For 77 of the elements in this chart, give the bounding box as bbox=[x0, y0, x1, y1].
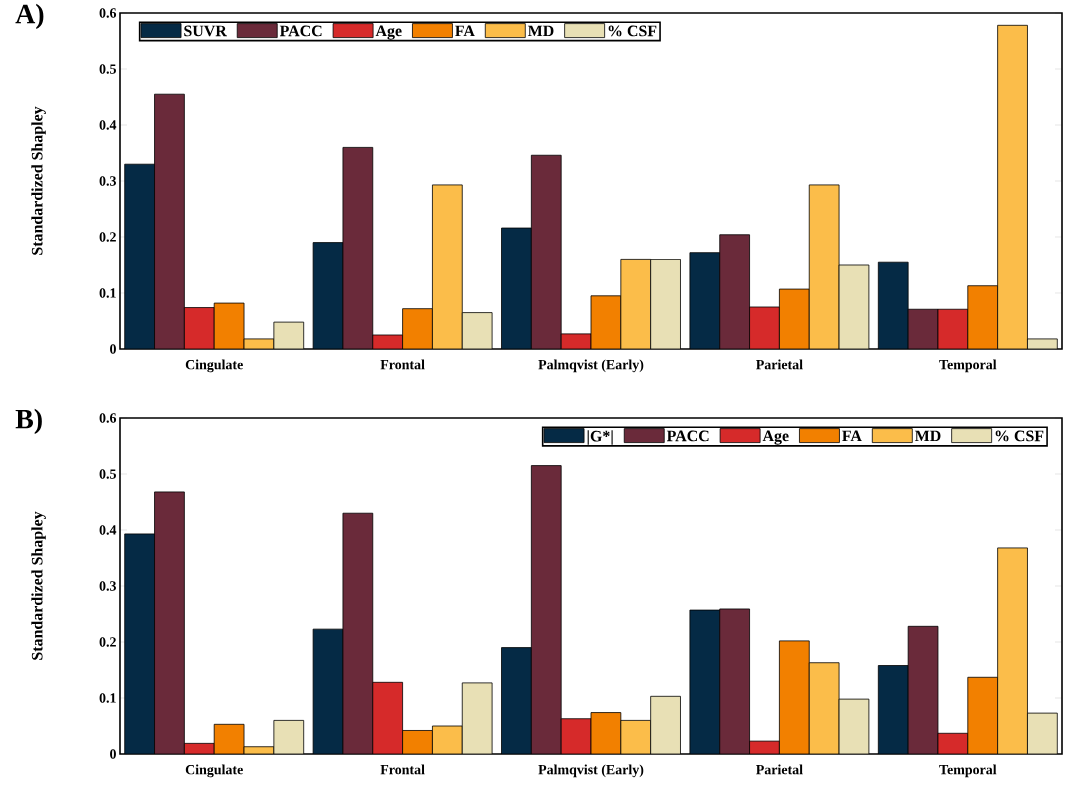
bar bbox=[779, 640, 810, 754]
chart-title: B) bbox=[15, 408, 42, 435]
bar bbox=[620, 720, 652, 754]
x-tick-label: Frontal bbox=[380, 764, 425, 775]
bar bbox=[620, 259, 651, 349]
bar bbox=[719, 234, 750, 349]
bar bbox=[689, 252, 721, 349]
bar bbox=[967, 676, 999, 754]
legend-label: % CSF bbox=[608, 25, 657, 37]
bar bbox=[967, 285, 999, 349]
legend-label: MD bbox=[914, 430, 941, 442]
y-tick-label: 0.6 bbox=[99, 8, 117, 18]
bar bbox=[402, 730, 433, 754]
bar bbox=[213, 302, 245, 349]
legend-label: PACC bbox=[279, 25, 322, 37]
chart-title: A) bbox=[15, 3, 44, 30]
bar bbox=[530, 465, 562, 754]
bar bbox=[183, 307, 215, 349]
y-tick-label: 0.2 bbox=[99, 232, 116, 242]
bar bbox=[907, 625, 939, 754]
y-tick-label: 0.5 bbox=[99, 469, 116, 479]
x-tick-label: Palmqvist (Early) bbox=[538, 359, 644, 373]
y-tick-label: 0.6 bbox=[99, 413, 117, 423]
bar bbox=[749, 306, 780, 349]
y-tick-label: 0 bbox=[110, 749, 116, 759]
bar bbox=[312, 242, 344, 349]
bar bbox=[779, 288, 810, 349]
bar bbox=[591, 295, 621, 349]
legend-label: % CSF bbox=[995, 430, 1044, 442]
bar bbox=[124, 163, 155, 349]
bar bbox=[154, 93, 185, 349]
bar bbox=[402, 308, 433, 349]
x-tick-label: Parietal bbox=[756, 764, 803, 775]
x-tick-label: Temporal bbox=[939, 359, 997, 373]
x-tick-label: Parietal bbox=[756, 359, 803, 370]
y-tick-label: 0.3 bbox=[99, 581, 117, 591]
x-tick-label: Palmqvist (Early) bbox=[538, 764, 644, 778]
bar bbox=[719, 608, 750, 754]
legend-label: FA bbox=[455, 25, 475, 37]
bar bbox=[372, 681, 403, 754]
bar bbox=[808, 184, 840, 349]
bar bbox=[560, 718, 592, 754]
y-axis-title: Standardized Shapley bbox=[31, 511, 46, 660]
x-tick-label: Temporal bbox=[939, 764, 997, 778]
y-tick-label: 0.5 bbox=[99, 64, 116, 74]
bar bbox=[154, 491, 185, 754]
y-axis-title: Standardized Shapley bbox=[31, 106, 46, 255]
y-tick-label: 0.3 bbox=[99, 176, 117, 186]
y-tick-label: 0.2 bbox=[99, 637, 116, 647]
legend-label: PACC bbox=[666, 430, 709, 442]
bar bbox=[590, 712, 622, 754]
legend-label: |G*| bbox=[587, 430, 613, 445]
bar bbox=[809, 662, 840, 754]
legend-label: FA bbox=[842, 430, 862, 442]
bar bbox=[877, 261, 909, 349]
y-tick-label: 0.1 bbox=[99, 693, 116, 703]
legend-label: MD bbox=[527, 25, 554, 37]
bar bbox=[342, 512, 374, 754]
legend-label: Age bbox=[762, 430, 789, 445]
bar bbox=[501, 228, 532, 349]
y-tick-label: 0.4 bbox=[99, 525, 117, 535]
bar bbox=[531, 155, 562, 349]
bar bbox=[997, 547, 1028, 754]
x-tick-label: Cingulate bbox=[185, 764, 243, 778]
x-tick-label: Cingulate bbox=[185, 359, 243, 373]
y-tick-label: 0 bbox=[110, 344, 116, 354]
y-tick-label: 0.4 bbox=[99, 120, 117, 130]
x-tick-label: Frontal bbox=[380, 359, 425, 370]
bar bbox=[937, 308, 969, 349]
bar bbox=[997, 24, 1028, 349]
bar bbox=[432, 184, 463, 349]
bar bbox=[342, 147, 374, 349]
y-tick-label: 0.1 bbox=[99, 288, 116, 298]
bar bbox=[907, 308, 939, 349]
legend-label: Age bbox=[375, 25, 402, 40]
bar bbox=[432, 725, 463, 754]
legend-label: SUVR bbox=[184, 25, 227, 37]
